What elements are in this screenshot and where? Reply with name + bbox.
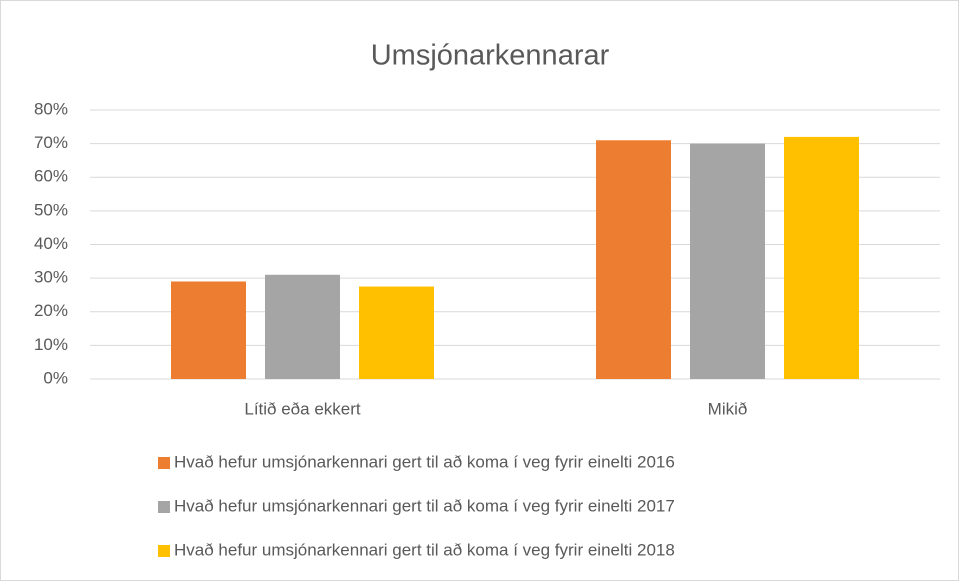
- y-tick-label: 10%: [34, 335, 68, 354]
- legend-swatch: [158, 501, 170, 513]
- legend-swatch: [158, 457, 170, 469]
- bar: [596, 140, 671, 379]
- x-tick-label: Mikið: [708, 399, 748, 418]
- legend-swatch: [158, 545, 170, 557]
- y-tick-label: 50%: [34, 200, 68, 219]
- bar: [784, 136, 859, 379]
- y-tick-label: 30%: [34, 268, 68, 287]
- bar: [171, 281, 246, 379]
- y-tick-label: 20%: [34, 301, 68, 320]
- bar: [359, 286, 434, 379]
- x-tick-label: Lítið eða ekkert: [244, 399, 361, 418]
- legend-label: Hvað hefur umsjónarkennari gert til að k…: [174, 452, 675, 471]
- y-tick-label: 40%: [34, 234, 68, 253]
- y-tick-label: 80%: [34, 99, 68, 118]
- chart-title: Umsjónarkennarar: [371, 40, 610, 72]
- y-tick-label: 70%: [34, 133, 68, 152]
- legend-label: Hvað hefur umsjónarkennari gert til að k…: [174, 496, 675, 515]
- y-tick-label: 0%: [43, 368, 68, 387]
- legend-label: Hvað hefur umsjónarkennari gert til að k…: [174, 540, 675, 559]
- bar: [690, 143, 765, 379]
- bar: [265, 274, 340, 379]
- y-tick-label: 60%: [34, 167, 68, 186]
